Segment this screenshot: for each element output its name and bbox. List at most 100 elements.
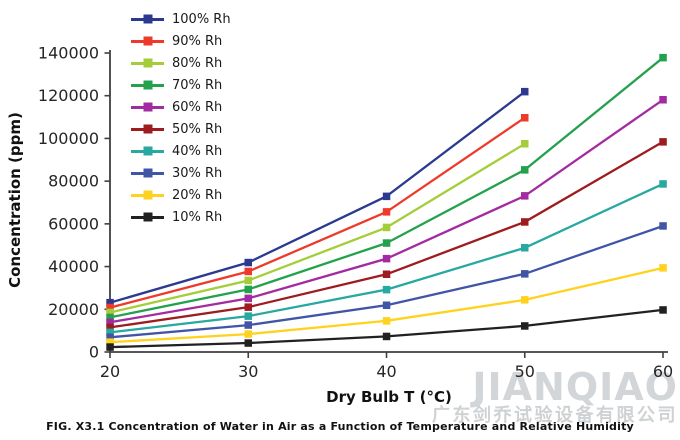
legend-label: 50% Rh <box>172 121 223 137</box>
data-point-marker <box>382 317 391 325</box>
legend-label: 80% Rh <box>172 55 223 71</box>
data-point-marker <box>244 285 252 294</box>
legend-label: 60% Rh <box>172 99 223 115</box>
data-point-marker <box>659 306 667 314</box>
data-point-marker <box>521 140 529 148</box>
y-tick-label: 80000 <box>48 172 99 191</box>
legend-square-marker-icon <box>143 212 152 222</box>
series-line <box>109 90 526 304</box>
data-point-marker <box>244 312 252 320</box>
y-tick-label: 100000 <box>38 129 99 148</box>
y-tick-label: 40000 <box>48 257 99 276</box>
data-point-marker <box>659 138 667 146</box>
data-point-marker <box>244 276 252 285</box>
series-80pct-rh <box>106 140 529 317</box>
legend-label: 90% Rh <box>172 33 223 49</box>
legend-square-marker-icon <box>143 80 152 90</box>
data-point-marker <box>659 264 667 272</box>
legend-line-swatch <box>131 146 164 156</box>
legend-line-swatch <box>131 58 164 68</box>
x-tick-label: 50 <box>515 362 535 381</box>
series-line <box>109 116 526 309</box>
legend-line-swatch <box>131 124 164 134</box>
x-axis-title: Dry Bulb T (°C) <box>326 388 452 406</box>
legend-square-marker-icon <box>143 124 152 134</box>
legend-line-swatch <box>131 212 164 222</box>
data-point-marker <box>659 96 667 104</box>
legend-item: 20% Rh <box>131 184 231 206</box>
series-30pct-rh <box>106 222 667 341</box>
x-tick-label: 60 <box>653 362 673 381</box>
data-point-marker <box>106 323 114 332</box>
data-point-marker <box>382 223 391 232</box>
data-point-marker <box>382 332 391 341</box>
y-tick-label: 20000 <box>48 300 99 319</box>
legend-line-swatch <box>131 36 164 46</box>
legend-item: 80% Rh <box>131 52 231 74</box>
data-point-marker <box>521 322 529 330</box>
legend-line-swatch <box>131 102 164 112</box>
data-point-marker <box>659 222 667 230</box>
legend-item: 30% Rh <box>131 162 231 184</box>
legend-label: 100% Rh <box>172 11 231 27</box>
legend-item: 70% Rh <box>131 74 231 96</box>
data-point-marker <box>244 330 252 338</box>
data-point-marker <box>382 285 391 294</box>
legend-line-swatch <box>131 168 164 178</box>
y-tick-label: 120000 <box>38 86 99 105</box>
data-point-marker <box>659 53 667 62</box>
legend-label: 70% Rh <box>172 77 223 93</box>
series-10pct-rh <box>106 306 667 351</box>
data-point-marker <box>106 343 114 351</box>
data-point-marker <box>244 339 252 347</box>
legend-label: 20% Rh <box>172 187 223 203</box>
legend-square-marker-icon <box>143 58 152 68</box>
data-point-marker <box>521 192 529 200</box>
data-point-marker <box>382 270 391 278</box>
data-point-marker <box>521 218 529 226</box>
legend-square-marker-icon <box>143 168 152 178</box>
data-point-marker <box>382 301 391 309</box>
data-point-marker <box>106 313 114 322</box>
data-point-marker <box>244 258 252 267</box>
x-tick-label: 20 <box>100 362 120 381</box>
legend-square-marker-icon <box>143 102 152 112</box>
figure-caption: FIG. X3.1 Concentration of Water in Air … <box>46 420 634 433</box>
data-point-marker <box>659 180 667 188</box>
data-point-marker <box>382 192 391 201</box>
legend-label: 40% Rh <box>172 143 223 159</box>
series-90pct-rh <box>106 114 529 312</box>
data-point-marker <box>382 254 391 263</box>
legend: 100% Rh 90% Rh 80% Rh 70% Rh 60% Rh 50% Rh 40%… <box>131 8 231 228</box>
legend-label: 30% Rh <box>172 165 223 181</box>
data-point-marker <box>521 114 529 122</box>
data-point-marker <box>521 270 529 278</box>
data-point-marker <box>521 296 529 304</box>
data-point-marker <box>106 318 114 327</box>
y-tick-label: 140000 <box>38 44 99 63</box>
legend-square-marker-icon <box>143 190 152 200</box>
data-point-marker <box>244 294 252 303</box>
legend-item: 90% Rh <box>131 30 231 52</box>
legend-item: 100% Rh <box>131 8 231 30</box>
data-point-marker <box>244 303 252 311</box>
data-point-marker <box>244 267 252 276</box>
data-point-marker <box>106 308 114 317</box>
series-60pct-rh <box>106 96 667 327</box>
legend-square-marker-icon <box>143 146 152 156</box>
data-point-marker <box>106 333 114 341</box>
legend-item: 10% Rh <box>131 206 231 228</box>
series-line <box>109 142 526 314</box>
data-point-marker <box>382 208 391 216</box>
legend-square-marker-icon <box>143 14 152 24</box>
data-point-marker <box>106 303 114 312</box>
series-100pct-rh <box>106 87 529 307</box>
y-tick-label: 60000 <box>48 214 99 233</box>
data-point-marker <box>106 298 114 307</box>
legend-line-swatch <box>131 14 164 24</box>
series-20pct-rh <box>106 264 667 346</box>
legend-line-swatch <box>131 80 164 90</box>
data-point-marker <box>521 244 529 252</box>
